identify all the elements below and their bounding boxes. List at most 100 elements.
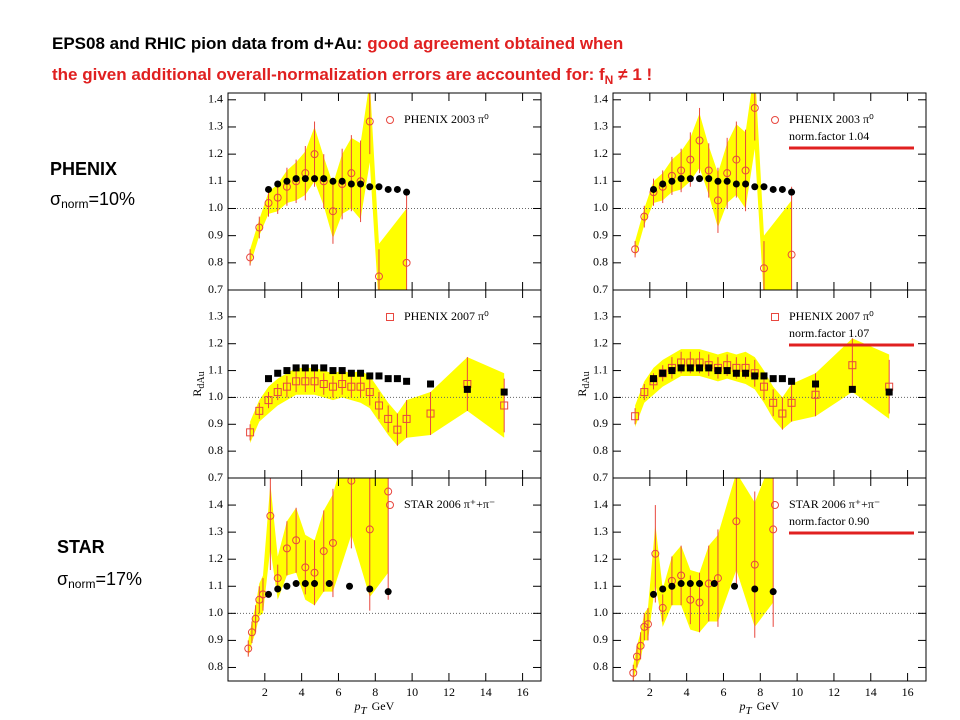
model-point bbox=[346, 582, 354, 590]
data-point bbox=[374, 401, 383, 410]
data-point bbox=[338, 380, 347, 388]
data-point bbox=[310, 568, 319, 577]
model-point bbox=[329, 177, 337, 185]
model-point bbox=[292, 580, 300, 588]
model-point bbox=[710, 580, 718, 588]
model-point bbox=[375, 183, 383, 191]
panel: 0.8 0.9 1.0 1.1 1.2 1.3 1.4 2 4 6 8 10 12 14 16 STAR 20… bbox=[208, 477, 542, 717]
data-point bbox=[643, 620, 652, 629]
y-tick-label: 1.4 bbox=[593, 497, 608, 511]
model-point bbox=[274, 369, 282, 377]
data-point bbox=[365, 525, 374, 534]
x-axis-label-unit: GeV bbox=[757, 699, 780, 713]
data-point bbox=[848, 361, 857, 370]
data-point bbox=[365, 388, 374, 397]
panel: 0.7 0.8 0.9 1.0 1.1 1.2 1.3 PHENIX 2007 π⁰ RdAu bbox=[190, 289, 542, 484]
model-point bbox=[659, 180, 667, 188]
y-tick-label: 1.3 bbox=[208, 309, 223, 323]
y-tick-label: 1.2 bbox=[208, 551, 223, 565]
data-point bbox=[255, 406, 264, 415]
y-tick-label: 1.1 bbox=[593, 173, 608, 187]
data-point bbox=[500, 401, 509, 410]
data-point bbox=[347, 478, 356, 485]
y-tick-label: 1.0 bbox=[593, 389, 608, 403]
x-axis-label-sub: T bbox=[746, 705, 753, 717]
data-point bbox=[713, 196, 722, 205]
data-point bbox=[677, 571, 686, 580]
model-point bbox=[659, 585, 667, 593]
x-axis-label-unit: GeV bbox=[372, 699, 395, 713]
data-point bbox=[750, 103, 759, 112]
model-point bbox=[769, 375, 777, 383]
y-tick-label: 1.0 bbox=[208, 605, 223, 619]
x-tick-label: 10 bbox=[791, 685, 803, 699]
model-point bbox=[384, 588, 392, 596]
norm-label: norm.factor 0.90 bbox=[789, 514, 869, 528]
data-point bbox=[402, 414, 411, 423]
y-tick-label: 0.8 bbox=[593, 443, 608, 457]
model-point bbox=[283, 367, 291, 375]
data-point bbox=[319, 380, 328, 388]
model-point bbox=[338, 367, 346, 375]
y-tick-label: 0.7 bbox=[208, 470, 223, 484]
model-point bbox=[659, 369, 667, 377]
model-point bbox=[812, 380, 820, 388]
x-axis-label-sub: T bbox=[361, 705, 368, 717]
header-end: ≠ 1 ! bbox=[618, 65, 652, 84]
model-point bbox=[668, 177, 676, 185]
sigma: σ bbox=[50, 189, 61, 209]
model-point bbox=[731, 582, 739, 590]
x-tick-label: 6 bbox=[335, 685, 341, 699]
model-point bbox=[885, 388, 893, 396]
legend-label: STAR 2006 π⁺+π⁻ bbox=[404, 497, 495, 511]
y-tick-label: 1.4 bbox=[208, 92, 223, 106]
data-point bbox=[686, 155, 695, 164]
data-point bbox=[787, 398, 796, 407]
data-point bbox=[723, 169, 732, 178]
data-point bbox=[759, 382, 768, 391]
data-point bbox=[640, 388, 649, 397]
data-point bbox=[778, 409, 787, 418]
data-point bbox=[651, 549, 660, 558]
data-point bbox=[347, 382, 356, 391]
data-point bbox=[328, 207, 337, 216]
x-tick-label: 12 bbox=[828, 685, 840, 699]
side-sigma: σnorm=17% bbox=[57, 569, 142, 591]
model-point bbox=[283, 177, 291, 185]
model-point bbox=[723, 177, 731, 185]
sigma-value: =17% bbox=[95, 569, 142, 589]
legend-label: PHENIX 2003 π⁰ bbox=[789, 112, 874, 126]
model-point bbox=[384, 185, 392, 193]
y-tick-label: 1.1 bbox=[208, 173, 223, 187]
x-tick-label: 12 bbox=[443, 685, 455, 699]
y-tick-label: 1.0 bbox=[593, 605, 608, 619]
data-point bbox=[310, 377, 319, 386]
data-point bbox=[255, 223, 264, 232]
model-point bbox=[292, 175, 300, 183]
model-point bbox=[311, 580, 319, 588]
model-point bbox=[366, 183, 374, 191]
y-tick-label: 0.8 bbox=[208, 659, 223, 673]
model-point bbox=[347, 369, 355, 377]
model-point bbox=[751, 372, 759, 380]
data-point bbox=[787, 250, 796, 259]
y-tick-label: 0.9 bbox=[593, 227, 608, 241]
data-point bbox=[347, 169, 356, 178]
y-tick-label: 1.3 bbox=[208, 524, 223, 538]
y-tick-label: 1.3 bbox=[593, 524, 608, 538]
y-tick-label: 1.2 bbox=[593, 335, 608, 349]
model-point bbox=[686, 175, 694, 183]
header-sub: N bbox=[605, 73, 614, 87]
model-point bbox=[778, 375, 786, 383]
model-point bbox=[320, 364, 328, 372]
y-tick-label: 0.9 bbox=[208, 227, 223, 241]
header-black: EPS08 and RHIC pion data from d+Au: bbox=[52, 34, 362, 53]
header-line2: the given additional overall-normalizati… bbox=[52, 65, 652, 87]
x-tick-label: 14 bbox=[865, 685, 877, 699]
data-point bbox=[273, 193, 282, 202]
y-tick-label: 0.7 bbox=[593, 470, 608, 484]
model-point bbox=[311, 175, 319, 183]
y-tick-label: 1.4 bbox=[208, 497, 223, 511]
data-point bbox=[640, 212, 649, 221]
legend-marker bbox=[771, 501, 779, 509]
